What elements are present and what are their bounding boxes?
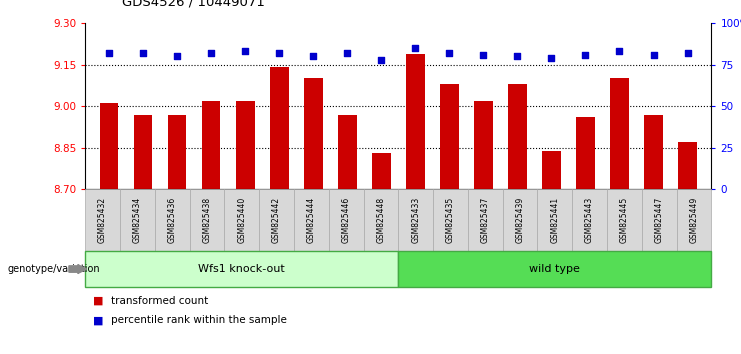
Point — [409, 45, 421, 51]
Text: GSM825443: GSM825443 — [585, 197, 594, 244]
Text: Wfs1 knock-out: Wfs1 knock-out — [199, 264, 285, 274]
Point — [648, 52, 659, 57]
Text: GSM825434: GSM825434 — [133, 197, 142, 244]
Point — [171, 53, 183, 59]
Point — [579, 52, 591, 57]
Text: genotype/variation: genotype/variation — [7, 264, 100, 274]
Bar — [508, 84, 527, 189]
Text: GSM825442: GSM825442 — [272, 197, 281, 244]
Bar — [474, 101, 493, 189]
Point — [376, 57, 388, 62]
Bar — [270, 67, 288, 189]
Bar — [304, 79, 322, 189]
Point — [545, 55, 557, 61]
Bar — [167, 114, 187, 189]
Point — [614, 48, 625, 54]
Bar — [576, 117, 595, 189]
Text: GSM825439: GSM825439 — [516, 197, 525, 244]
Text: ■: ■ — [93, 296, 103, 306]
Bar — [133, 114, 153, 189]
Text: GSM825432: GSM825432 — [98, 197, 107, 244]
Bar — [202, 101, 221, 189]
Point — [239, 48, 251, 54]
Text: GSM825448: GSM825448 — [376, 197, 385, 244]
Bar — [406, 53, 425, 189]
Bar — [338, 114, 356, 189]
Point — [477, 52, 489, 57]
Bar — [236, 101, 254, 189]
Text: ■: ■ — [93, 315, 103, 325]
Bar — [372, 153, 391, 189]
Point — [682, 50, 694, 56]
Text: GSM825447: GSM825447 — [655, 197, 664, 244]
Point — [308, 53, 319, 59]
Bar — [100, 103, 119, 189]
Point — [273, 50, 285, 56]
Bar — [542, 150, 561, 189]
Text: percentile rank within the sample: percentile rank within the sample — [111, 315, 287, 325]
Text: GSM825436: GSM825436 — [167, 197, 176, 244]
Text: GSM825444: GSM825444 — [307, 197, 316, 244]
Bar — [440, 84, 459, 189]
Text: GSM825435: GSM825435 — [446, 197, 455, 244]
Text: transformed count: transformed count — [111, 296, 208, 306]
Bar — [610, 79, 629, 189]
Point — [205, 50, 217, 56]
Point — [443, 50, 455, 56]
Text: GSM825445: GSM825445 — [620, 197, 629, 244]
Text: GSM825446: GSM825446 — [342, 197, 350, 244]
Point — [137, 50, 149, 56]
Bar — [678, 142, 697, 189]
Bar — [644, 114, 663, 189]
Text: GSM825441: GSM825441 — [551, 197, 559, 244]
Text: GSM825433: GSM825433 — [411, 197, 420, 244]
Point — [103, 50, 115, 56]
Text: GSM825437: GSM825437 — [481, 197, 490, 244]
Text: GDS4526 / 10449071: GDS4526 / 10449071 — [122, 0, 265, 9]
Text: GSM825438: GSM825438 — [202, 197, 211, 244]
Text: GSM825440: GSM825440 — [237, 197, 246, 244]
Text: wild type: wild type — [529, 264, 580, 274]
Point — [342, 50, 353, 56]
Point — [511, 53, 523, 59]
Text: GSM825449: GSM825449 — [689, 197, 699, 244]
